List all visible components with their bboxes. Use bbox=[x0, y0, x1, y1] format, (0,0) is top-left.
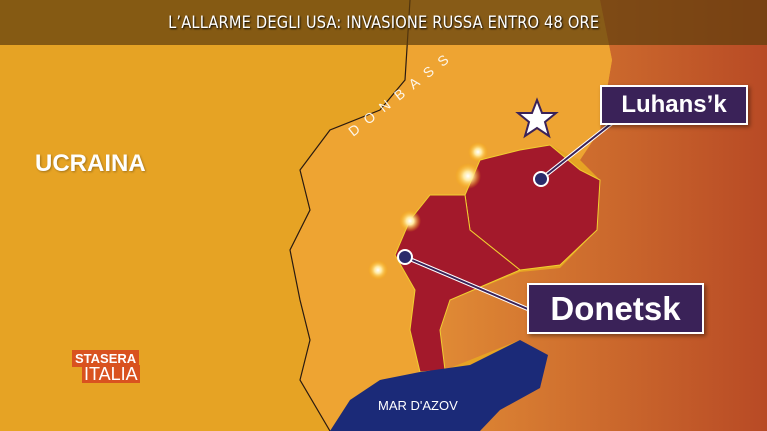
city-callout-luhansk: Luhans’k bbox=[600, 85, 748, 125]
sea-label: MAR D'AZOV bbox=[378, 398, 458, 413]
explosion-icons bbox=[368, 142, 488, 280]
headline-banner: L’ALLARME DEGLI USA: INVASIONE RUSSA ENT… bbox=[0, 0, 767, 45]
country-label: UCRAINA bbox=[35, 150, 146, 177]
city-dot-icon bbox=[533, 171, 549, 187]
donbass-area bbox=[290, 0, 612, 431]
city-dot-icon bbox=[397, 249, 413, 265]
explosion-icon bbox=[368, 260, 388, 280]
explosion-icon bbox=[399, 210, 421, 232]
star-icon bbox=[515, 97, 559, 139]
logo-line1: STASERA bbox=[72, 350, 140, 367]
city-callout-donetsk: Donetsk bbox=[527, 283, 704, 334]
channel-logo: STASERA ITALIA bbox=[72, 350, 140, 383]
sea-of-azov bbox=[330, 340, 548, 431]
explosion-icon bbox=[468, 142, 488, 162]
headline-text: L’ALLARME DEGLI USA: INVASIONE RUSSA ENT… bbox=[167, 12, 600, 33]
logo-line2: ITALIA bbox=[82, 364, 140, 384]
explosion-icon bbox=[455, 163, 481, 189]
